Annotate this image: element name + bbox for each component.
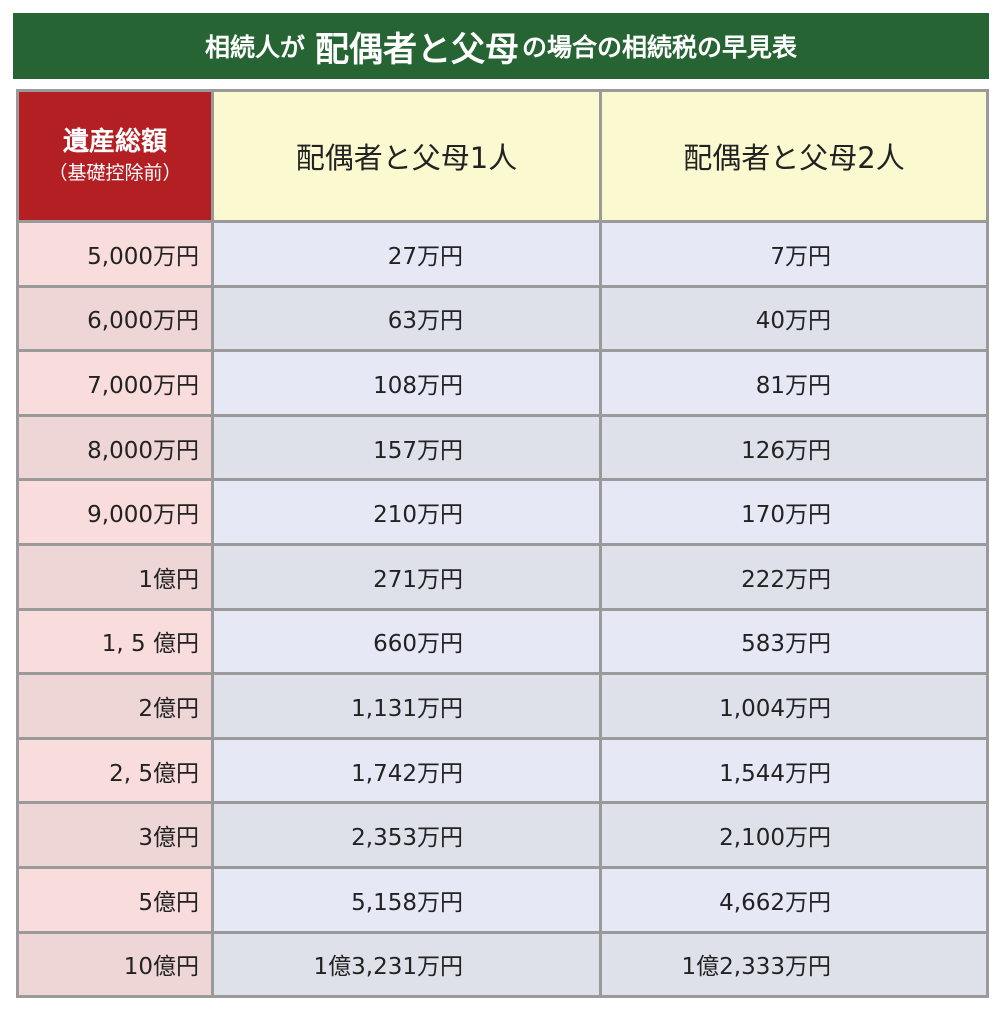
tax-two-parents-cell: 583万円 — [599, 607, 989, 676]
tax-one-parent-cell: 27万円 — [211, 220, 602, 288]
table-row: 5,000万円 27万円 7万円 — [16, 220, 989, 288]
tax-one-parent-cell: 271万円 — [211, 542, 602, 611]
estate-amount-cell: 1, 5 億円 — [16, 607, 214, 676]
page-title: 相続人が 配偶者と父母 の場合の相続税の早見表 — [13, 13, 989, 79]
before-deduction-label: （基礎控除前） — [48, 162, 182, 184]
estate-total-label: 遺産総額 — [62, 127, 167, 157]
table-row: 1, 5 億円 660万円 583万円 — [16, 607, 989, 676]
tax-two-parents-cell: 7万円 — [599, 220, 989, 288]
tax-one-parent-cell: 63万円 — [211, 284, 602, 353]
tax-one-parent-cell: 1,131万円 — [211, 672, 602, 740]
tax-one-parent-cell: 108万円 — [211, 349, 602, 417]
estate-amount-cell: 1億円 — [16, 542, 214, 611]
table-row: 1億円 271万円 222万円 — [16, 542, 989, 611]
estate-amount-cell: 5億円 — [16, 865, 214, 934]
estate-amount-cell: 10億円 — [16, 930, 214, 999]
tax-two-parents-cell: 222万円 — [599, 542, 989, 611]
estate-amount-cell: 3億円 — [16, 801, 214, 869]
table-row: 8,000万円 157万円 126万円 — [16, 413, 989, 482]
table-row: 5億円 5,158万円 4,662万円 — [16, 865, 989, 934]
estate-amount-cell: 9,000万円 — [16, 478, 214, 546]
title-suffix: の場合の相続税の早見表 — [522, 33, 798, 62]
tax-two-parents-cell: 1億2,333万円 — [599, 930, 989, 999]
inheritance-tax-table: 遺産総額 （基礎控除前） 配偶者と父母1人 配偶者と父母2人 5,000万円 27… — [16, 89, 989, 999]
tax-two-parents-cell: 170万円 — [599, 478, 989, 546]
table-row: 3億円 2,353万円 2,100万円 — [16, 801, 989, 869]
tax-two-parents-cell: 2,100万円 — [599, 801, 989, 869]
table-row: 6,000万円 63万円 40万円 — [16, 284, 989, 353]
tax-two-parents-cell: 126万円 — [599, 413, 989, 482]
tax-two-parents-cell: 1,004万円 — [599, 672, 989, 740]
estate-amount-cell: 8,000万円 — [16, 413, 214, 482]
title-prefix: 相続人が — [204, 33, 305, 62]
tax-two-parents-cell: 40万円 — [599, 284, 989, 353]
tax-one-parent-cell: 1,742万円 — [211, 736, 602, 805]
estate-total-header: 遺産総額 （基礎控除前） — [16, 89, 214, 223]
estate-amount-cell: 7,000万円 — [16, 349, 214, 417]
estate-amount-cell: 2億円 — [16, 672, 214, 740]
estate-amount-cell: 2, 5億円 — [16, 736, 214, 805]
title-emphasis: 配偶者と父母 — [315, 29, 519, 70]
tax-one-parent-cell: 210万円 — [211, 478, 602, 546]
header-row: 遺産総額 （基礎控除前） 配偶者と父母1人 配偶者と父母2人 — [16, 89, 989, 223]
column-header-one-parent: 配偶者と父母1人 — [211, 89, 602, 223]
tax-one-parent-cell: 157万円 — [211, 413, 602, 482]
table-row: 2, 5億円 1,742万円 1,544万円 — [16, 736, 989, 805]
table-row: 10億円 1億3,231万円 1億2,333万円 — [16, 930, 989, 999]
tax-one-parent-cell: 5,158万円 — [211, 865, 602, 934]
table-row: 7,000万円 108万円 81万円 — [16, 349, 989, 417]
tax-table: 遺産総額 （基礎控除前） 配偶者と父母1人 配偶者と父母2人 5,000万円 27… — [16, 89, 989, 999]
tax-two-parents-cell: 1,544万円 — [599, 736, 989, 805]
tax-one-parent-cell: 2,353万円 — [211, 801, 602, 869]
column-header-two-parents: 配偶者と父母2人 — [599, 89, 989, 223]
table-row: 2億円 1,131万円 1,004万円 — [16, 672, 989, 740]
tax-one-parent-cell: 660万円 — [211, 607, 602, 676]
estate-amount-cell: 6,000万円 — [16, 284, 214, 353]
tax-two-parents-cell: 4,662万円 — [599, 865, 989, 934]
tax-two-parents-cell: 81万円 — [599, 349, 989, 417]
tax-one-parent-cell: 1億3,231万円 — [211, 930, 602, 999]
estate-amount-cell: 5,000万円 — [16, 220, 214, 288]
table-row: 9,000万円 210万円 170万円 — [16, 478, 989, 546]
